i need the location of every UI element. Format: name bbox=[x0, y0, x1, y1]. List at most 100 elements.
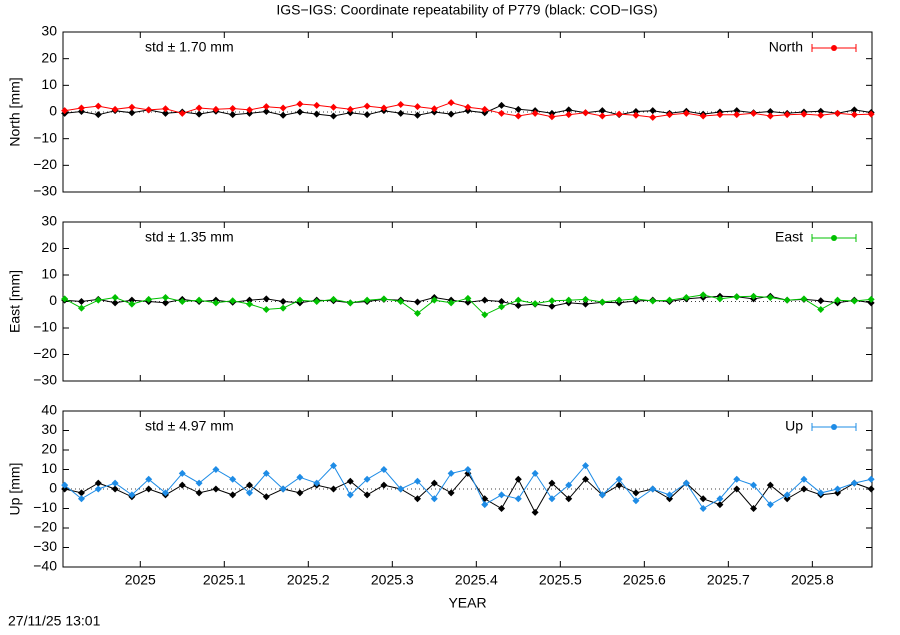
data-point bbox=[279, 304, 287, 312]
data-point bbox=[77, 104, 85, 112]
data-point bbox=[481, 296, 489, 304]
chart-title: IGS−IGS: Coordinate repeatability of P77… bbox=[276, 2, 657, 18]
data-point bbox=[346, 105, 354, 113]
data-point bbox=[514, 296, 522, 304]
data-point bbox=[766, 481, 774, 489]
data-point bbox=[800, 110, 808, 118]
data-point bbox=[481, 501, 489, 509]
data-point bbox=[77, 298, 85, 305]
data-point bbox=[296, 489, 304, 497]
data-point bbox=[615, 110, 623, 118]
data-point bbox=[447, 110, 455, 118]
data-point bbox=[531, 508, 539, 516]
data-point bbox=[330, 462, 338, 470]
data-point bbox=[464, 294, 472, 302]
data-point bbox=[716, 501, 724, 509]
data-point bbox=[414, 103, 422, 111]
data-point bbox=[161, 299, 169, 307]
legend-swatch bbox=[831, 235, 837, 241]
data-point bbox=[296, 296, 304, 304]
data-point bbox=[380, 481, 388, 489]
data-point bbox=[850, 111, 858, 119]
data-point bbox=[548, 297, 556, 305]
data-point bbox=[464, 466, 472, 473]
data-point bbox=[330, 295, 338, 303]
data-point bbox=[430, 495, 438, 503]
data-point bbox=[161, 294, 169, 302]
x-tick-label: 2025.7 bbox=[707, 572, 750, 588]
y-tick-label: 0 bbox=[49, 103, 57, 119]
data-point bbox=[111, 479, 119, 487]
data-point bbox=[397, 485, 405, 493]
y-tick-label: 20 bbox=[41, 239, 57, 255]
data-point bbox=[750, 109, 758, 117]
data-point bbox=[716, 295, 724, 303]
x-tick-label: 2025.8 bbox=[791, 572, 834, 588]
y-tick-label: 40 bbox=[41, 402, 57, 418]
data-point bbox=[750, 505, 758, 512]
data-point bbox=[582, 295, 590, 303]
data-point bbox=[850, 479, 858, 487]
y-axis-label: Up [mm] bbox=[7, 463, 23, 516]
data-point bbox=[94, 102, 102, 110]
data-point bbox=[514, 301, 522, 309]
data-point bbox=[733, 107, 741, 115]
data-point bbox=[178, 298, 186, 305]
y-tick-label: 10 bbox=[41, 76, 57, 92]
data-point bbox=[548, 479, 556, 487]
data-point bbox=[582, 462, 590, 470]
data-point bbox=[229, 111, 237, 119]
y-tick-label: 0 bbox=[49, 292, 57, 308]
data-point bbox=[548, 113, 556, 121]
data-point bbox=[245, 296, 253, 304]
data-point bbox=[682, 109, 690, 117]
data-point bbox=[195, 104, 203, 112]
data-point bbox=[783, 296, 791, 304]
x-axis-label: YEAR bbox=[448, 595, 486, 611]
y-tick-label: 0 bbox=[49, 480, 57, 496]
y-axis-label: East [mm] bbox=[7, 270, 23, 333]
x-tick-label: 2025.2 bbox=[287, 572, 330, 588]
data-point bbox=[498, 298, 506, 305]
data-point bbox=[61, 295, 69, 303]
y-tick-label: −10 bbox=[33, 319, 57, 335]
data-point bbox=[531, 469, 539, 477]
data-point bbox=[414, 477, 422, 485]
data-point bbox=[330, 112, 338, 120]
data-point bbox=[380, 466, 388, 473]
data-point bbox=[296, 108, 304, 116]
data-point bbox=[867, 485, 875, 493]
data-point bbox=[397, 109, 405, 117]
data-point bbox=[262, 295, 270, 303]
data-point bbox=[682, 294, 690, 302]
data-point bbox=[699, 112, 707, 120]
data-point bbox=[245, 300, 253, 308]
data-point bbox=[632, 111, 640, 119]
data-point bbox=[430, 479, 438, 487]
data-point bbox=[61, 485, 69, 493]
data-point bbox=[178, 109, 186, 117]
data-point bbox=[632, 295, 640, 303]
y-tick-label: 30 bbox=[41, 421, 57, 437]
data-point bbox=[145, 295, 153, 303]
data-point bbox=[582, 475, 590, 483]
data-point bbox=[481, 105, 489, 113]
data-point bbox=[313, 479, 321, 487]
data-point bbox=[750, 292, 758, 300]
data-point bbox=[178, 481, 186, 489]
data-point bbox=[733, 111, 741, 119]
data-point bbox=[766, 501, 774, 509]
data-point bbox=[733, 293, 741, 301]
data-point bbox=[649, 485, 657, 493]
data-point bbox=[766, 107, 774, 115]
data-point bbox=[447, 99, 455, 107]
data-point bbox=[750, 481, 758, 489]
data-point bbox=[380, 295, 388, 303]
data-point bbox=[414, 298, 422, 306]
data-point bbox=[363, 102, 371, 110]
data-point bbox=[598, 298, 606, 306]
data-point bbox=[531, 300, 539, 308]
x-tick-label: 2025.4 bbox=[455, 572, 498, 588]
y-tick-label: 20 bbox=[41, 441, 57, 457]
